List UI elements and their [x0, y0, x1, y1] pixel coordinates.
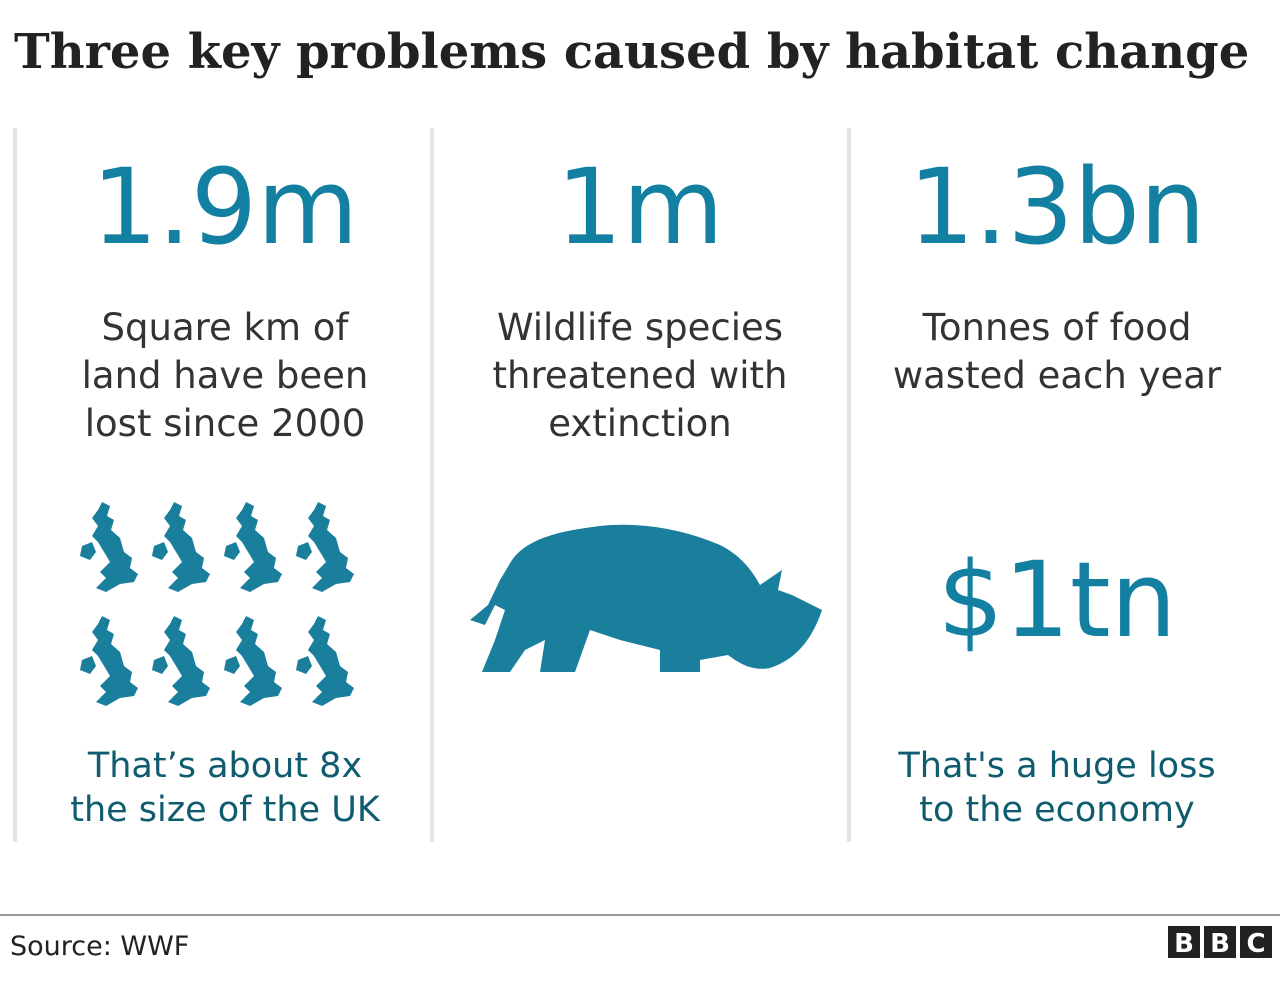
description-line: wasted each year [893, 354, 1222, 397]
description-line: Wildlife species [497, 306, 783, 349]
uk-icon [80, 616, 138, 706]
logo-letter: B [1210, 929, 1230, 959]
description-line: Tonnes of food [922, 306, 1192, 349]
figure: 1.3bn [908, 146, 1205, 268]
title: Three key problems caused by habitat cha… [14, 24, 1249, 80]
uk-icon [296, 616, 354, 706]
logo-box [1240, 926, 1272, 958]
highlight-figure: $1tn [937, 539, 1176, 661]
description-line: Square km of [102, 306, 350, 349]
description-line: lost since 2000 [85, 402, 366, 445]
uk-icon [152, 616, 210, 706]
rhino [470, 524, 822, 672]
logo-box [1168, 926, 1200, 958]
logo-box [1204, 926, 1236, 958]
uk-icon [80, 502, 138, 592]
note-line: That’s about 8x [87, 746, 362, 786]
dividers [13, 128, 851, 842]
note-line: the size of the UK [70, 790, 381, 830]
uk-icon [296, 502, 354, 592]
source: Source: WWF [10, 931, 189, 962]
note-line: That's a huge loss [897, 746, 1215, 786]
logo-letter: C [1246, 929, 1265, 959]
uk-icon [152, 502, 210, 592]
description-line: land have been [82, 354, 369, 397]
uk-icon [224, 616, 282, 706]
description-line: extinction [548, 402, 731, 445]
uk-icon [224, 502, 282, 592]
note-line: to the economy [919, 790, 1194, 830]
figure: 1m [556, 146, 723, 268]
logo-letter: B [1174, 929, 1194, 959]
uk-icons [80, 502, 354, 706]
figure: 1.9m [92, 146, 359, 268]
description-line: threatened with [492, 354, 787, 397]
